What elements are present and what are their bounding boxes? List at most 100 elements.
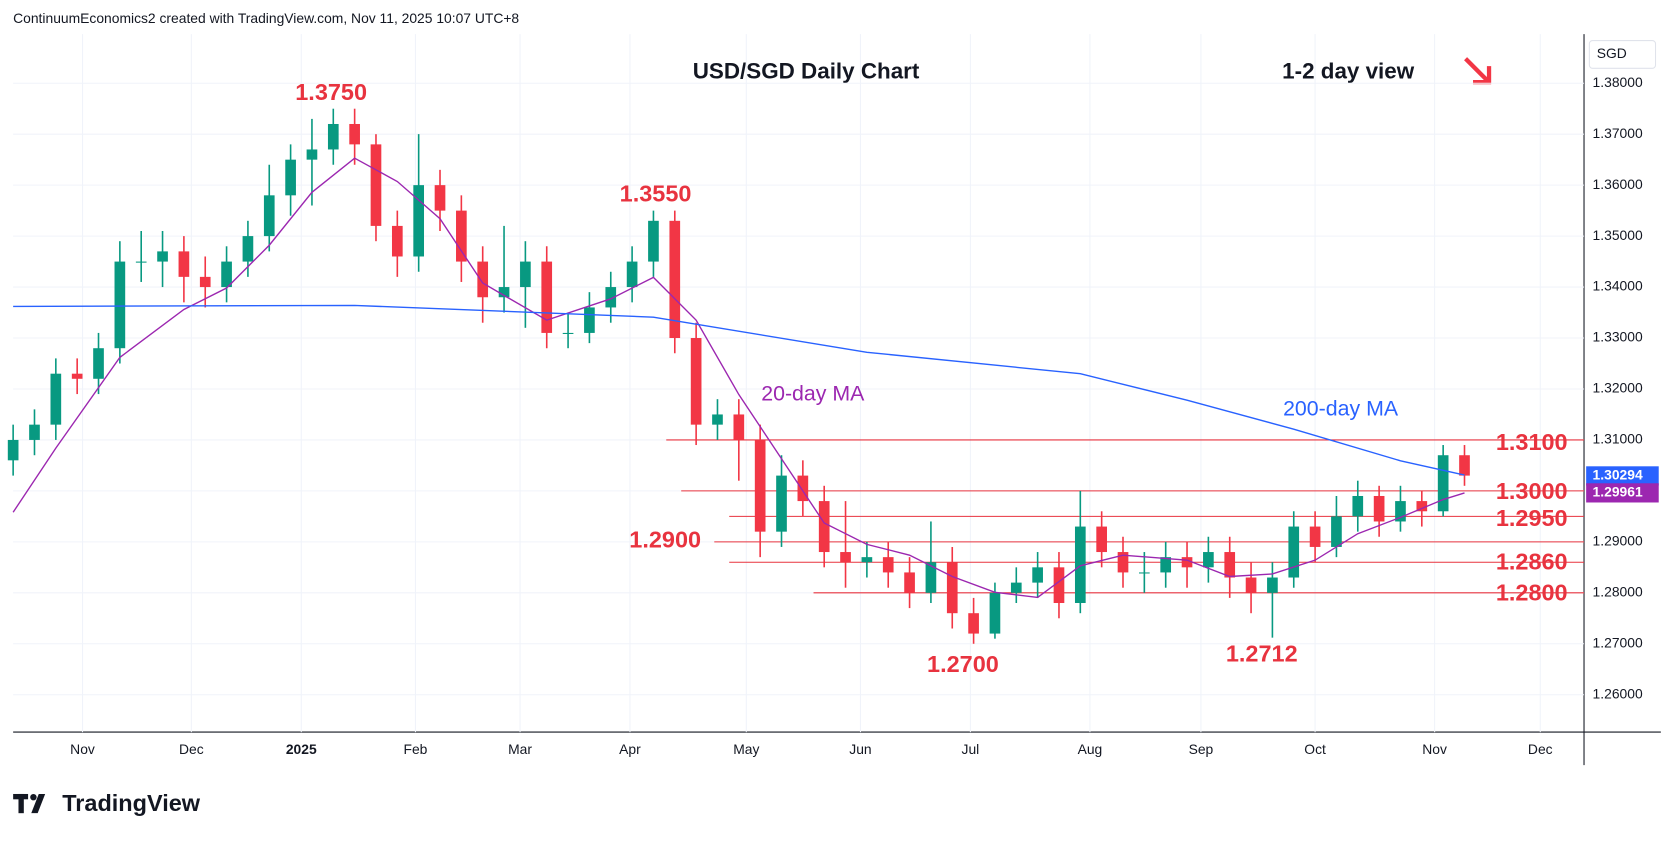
candle-body <box>1309 526 1321 547</box>
x-tick-label: Nov <box>1422 741 1447 757</box>
annotation: 1.3550 <box>620 180 692 206</box>
candle-body <box>797 475 809 502</box>
x-tick-label: Oct <box>1304 741 1326 757</box>
candle-body <box>648 220 659 262</box>
level-label: 1.2800 <box>1496 580 1568 606</box>
annotation: 1.2712 <box>1226 640 1298 666</box>
x-tick-label: Apr <box>619 741 641 757</box>
candle-body <box>669 220 681 339</box>
ma-label: 20-day MA <box>761 381 865 405</box>
candle-body <box>135 261 147 263</box>
y-tick-label: 1.29000 <box>1593 533 1643 549</box>
level-label: 1.3100 <box>1496 429 1568 455</box>
candle-body <box>263 195 275 237</box>
candle-body <box>562 332 574 334</box>
candle-body <box>157 251 168 262</box>
level-label: 1.3000 <box>1496 478 1568 504</box>
x-tick-label: Dec <box>179 741 204 757</box>
price-badge-label: 1.30294 <box>1593 467 1643 483</box>
candle-body <box>1459 455 1470 476</box>
candle-body <box>1139 572 1150 574</box>
candle-body <box>1395 501 1406 522</box>
down-arrow <box>1464 57 1492 85</box>
x-tick-label: Sep <box>1189 741 1214 757</box>
candle-body <box>221 261 232 288</box>
ma-label: 200-day MA <box>1283 396 1399 420</box>
y-tick-label: 1.38000 <box>1593 74 1643 90</box>
candle-body <box>1096 526 1107 553</box>
logo-text: TradingView <box>62 790 201 816</box>
x-tick-label: Nov <box>70 741 95 757</box>
candle-body <box>1032 567 1043 583</box>
candle-body <box>456 210 467 262</box>
y-tick-label: 1.27000 <box>1593 634 1643 650</box>
price-badge <box>1586 483 1659 503</box>
candle-body <box>541 261 553 333</box>
candle-body <box>754 439 766 532</box>
annotation: 1.3750 <box>295 79 367 105</box>
candle-body <box>434 185 446 211</box>
candle-body <box>882 557 894 573</box>
price-badge-label: 1.29961 <box>1593 484 1643 500</box>
candle-body <box>71 373 83 379</box>
candle-body <box>818 501 830 553</box>
header: ContinuumEconomics2 created with Trading… <box>13 10 519 26</box>
candle-body <box>114 261 126 349</box>
y-tick-label: 1.31000 <box>1593 431 1643 447</box>
x-tick-label: May <box>733 741 759 757</box>
candle-body <box>989 592 1001 634</box>
candle-body <box>1160 557 1172 573</box>
candle-body <box>29 424 40 440</box>
x-tick-label: Jun <box>849 741 871 757</box>
chart-title: USD/SGD Daily Chart <box>693 58 920 83</box>
candle-body <box>690 338 702 425</box>
price-badge <box>1586 466 1659 486</box>
annotation: 1.2700 <box>927 651 999 677</box>
level-label: 1.2950 <box>1496 505 1568 531</box>
y-tick-label: 1.34000 <box>1593 278 1643 294</box>
candle-body <box>584 307 595 333</box>
candle-body <box>7 439 19 461</box>
candle-body <box>1203 552 1214 568</box>
candle-body <box>413 185 425 257</box>
candle-body <box>904 572 915 593</box>
candle-body <box>1074 526 1086 604</box>
ma-line <box>12 157 1465 599</box>
candle-body <box>370 144 382 226</box>
candle-body <box>712 414 723 425</box>
candle-body <box>1416 501 1428 512</box>
level-label: 1.2900 <box>629 526 701 552</box>
candle-body <box>776 475 787 532</box>
y-tick-label: 1.28000 <box>1593 583 1643 599</box>
candle-body <box>285 159 296 196</box>
currency-box <box>1588 40 1657 69</box>
candle-body <box>1267 577 1278 593</box>
y-tick-label: 1.36000 <box>1593 176 1643 192</box>
ma-line <box>13 304 1465 476</box>
level-label: 1.2860 <box>1496 549 1568 575</box>
candle-body <box>968 613 979 634</box>
candle-body <box>626 261 638 288</box>
candle-body <box>925 562 937 593</box>
y-tick-label: 1.35000 <box>1593 227 1643 243</box>
y-tick-label: 1.33000 <box>1593 329 1643 345</box>
x-tick-label: Aug <box>1078 741 1103 757</box>
candle-body <box>1224 552 1236 578</box>
candle-body <box>946 562 958 614</box>
logo-icon <box>13 793 46 814</box>
candle-body <box>93 348 104 379</box>
x-tick-label: 2025 <box>286 741 317 757</box>
candle-body <box>840 552 851 563</box>
x-tick-label: Dec <box>1528 741 1553 757</box>
y-tick-label: 1.26000 <box>1593 685 1643 701</box>
candle-body <box>498 287 510 298</box>
candle-body <box>1373 495 1385 522</box>
candle-body <box>178 251 190 277</box>
candle-body <box>520 261 531 288</box>
y-tick-label: 1.32000 <box>1593 380 1643 396</box>
candle-body <box>1053 567 1065 604</box>
candle-body <box>50 373 62 425</box>
candle-body <box>1288 526 1300 578</box>
candle-body <box>1352 495 1364 517</box>
